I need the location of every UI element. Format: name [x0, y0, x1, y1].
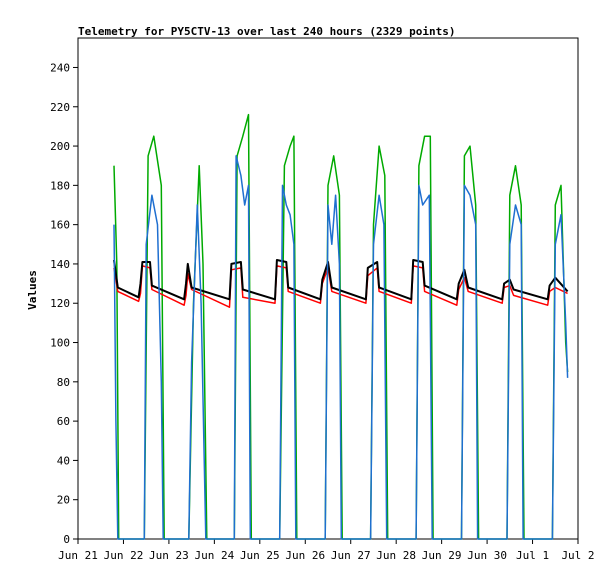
- x-tick-label: Jul 1: [516, 549, 549, 562]
- chart-title: Telemetry for PY5CTV-13 over last 240 ho…: [78, 25, 456, 38]
- plot-area: [77, 37, 579, 540]
- x-tick-label: Jun 23: [149, 549, 189, 562]
- y-tick-label: 60: [57, 415, 70, 428]
- y-axis: 0 20 40 60 80 100 120 140 160 180 200 220 240: [50, 61, 78, 546]
- x-tick-label: Jun 29: [422, 549, 462, 562]
- y-tick-label: 20: [57, 494, 70, 507]
- y-tick-label: 140: [50, 258, 70, 271]
- y-tick-label: 200: [50, 140, 70, 153]
- y-tick-label: 120: [50, 297, 70, 310]
- y-tick-label: 0: [63, 533, 70, 546]
- x-tick-label: Jun 22: [104, 549, 144, 562]
- series-line-4: [113, 155, 569, 540]
- x-tick-label: Jun 26: [285, 549, 325, 562]
- y-tick-label: 160: [50, 219, 70, 232]
- y-tick-label: 240: [50, 61, 70, 74]
- x-axis: Jun 21 Jun 22 Jun 23 Jun 24 Jun 25 Jun 26 Jun …: [58, 539, 595, 562]
- x-tick-label: Jun 28: [376, 549, 416, 562]
- x-tick-label: Jun 24: [194, 549, 234, 562]
- y-tick-label: 40: [57, 454, 70, 467]
- y-tick-label: 80: [57, 376, 70, 389]
- y-tick-label: 180: [50, 179, 70, 192]
- y-axis-label: Values: [26, 270, 39, 310]
- x-tick-label: Jun 30: [467, 549, 507, 562]
- x-tick-label: Jun 27: [331, 549, 371, 562]
- x-tick-label: Jun 21: [58, 549, 98, 562]
- y-tick-label: 100: [50, 337, 70, 350]
- x-tick-label: Jun 25: [240, 549, 280, 562]
- y-tick-label: 220: [50, 101, 70, 114]
- series-layer: [113, 113, 569, 540]
- x-tick-label: Jul 2: [561, 549, 594, 562]
